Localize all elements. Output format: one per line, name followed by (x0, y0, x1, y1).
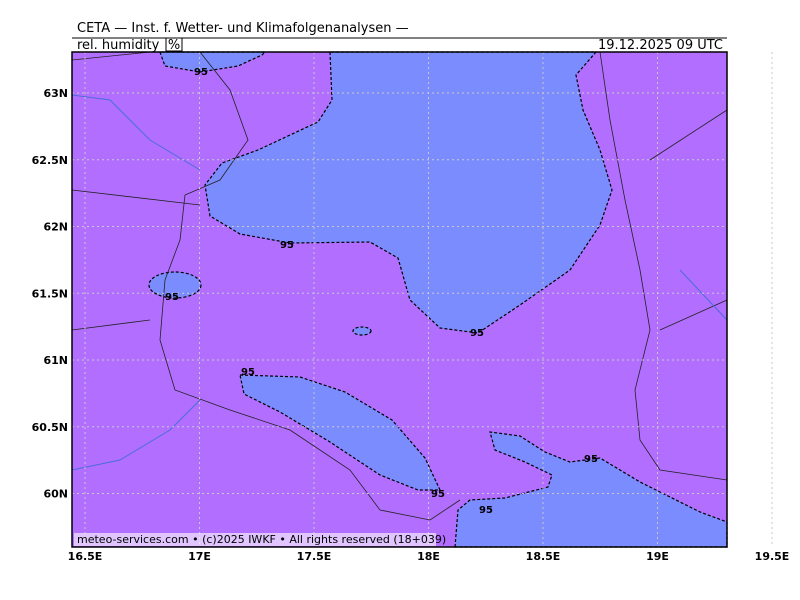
humidity-area (352, 326, 372, 336)
contour-label: 95 (194, 67, 208, 78)
border (71, 109, 728, 331)
lon-tick-label: 18.5E (526, 550, 561, 563)
lon-tick-label: 17.5E (297, 550, 332, 563)
contour-label: 95 (165, 292, 179, 303)
humidity-area (204, 51, 613, 334)
title: CETA — Inst. f. Wetter- und Klimafolgena… (77, 21, 409, 36)
lat-tick-label: 61N (43, 354, 68, 367)
contour-label: 95 (470, 328, 484, 339)
lat-tick-label: 60N (43, 488, 68, 501)
contour-label: 95 (584, 454, 598, 465)
unit: % (168, 38, 180, 53)
lon-tick-label: 19E (646, 550, 669, 563)
humidity-area (239, 374, 441, 491)
contour-label: 95 (479, 505, 493, 516)
lat-tick-label: 62.5N (32, 154, 68, 167)
map-frame (71, 51, 728, 548)
credit: meteo-services.com • (c)2025 IWKF • All … (77, 533, 446, 546)
humidity-area (159, 51, 267, 73)
map: 95 95 95 95 95 95 95 95 (71, 51, 773, 548)
lat-tick-label: 60.5N (32, 421, 68, 434)
lon-tick-label: 16.5E (68, 550, 103, 563)
river (71, 94, 728, 471)
lon-tick-label: 18E (417, 550, 440, 563)
contour-label: 95 (241, 367, 255, 378)
credit-bg (74, 533, 436, 546)
lon-tick-label: 19.5E (755, 550, 790, 563)
variable: rel. humidity (77, 38, 160, 53)
contour-label: 95 (280, 240, 294, 251)
unit-box (165, 37, 183, 52)
lat-tick-label: 63N (43, 87, 68, 100)
humidity-area (454, 431, 728, 548)
humidity-area (148, 271, 202, 299)
contour-label: 95 (431, 489, 445, 500)
valid-time: 19.12.2025 09 UTC (598, 38, 723, 53)
lon-tick-label: 17E (188, 550, 211, 563)
lat-tick-label: 61.5N (32, 287, 68, 300)
lat-tick-label: 62N (43, 221, 68, 234)
